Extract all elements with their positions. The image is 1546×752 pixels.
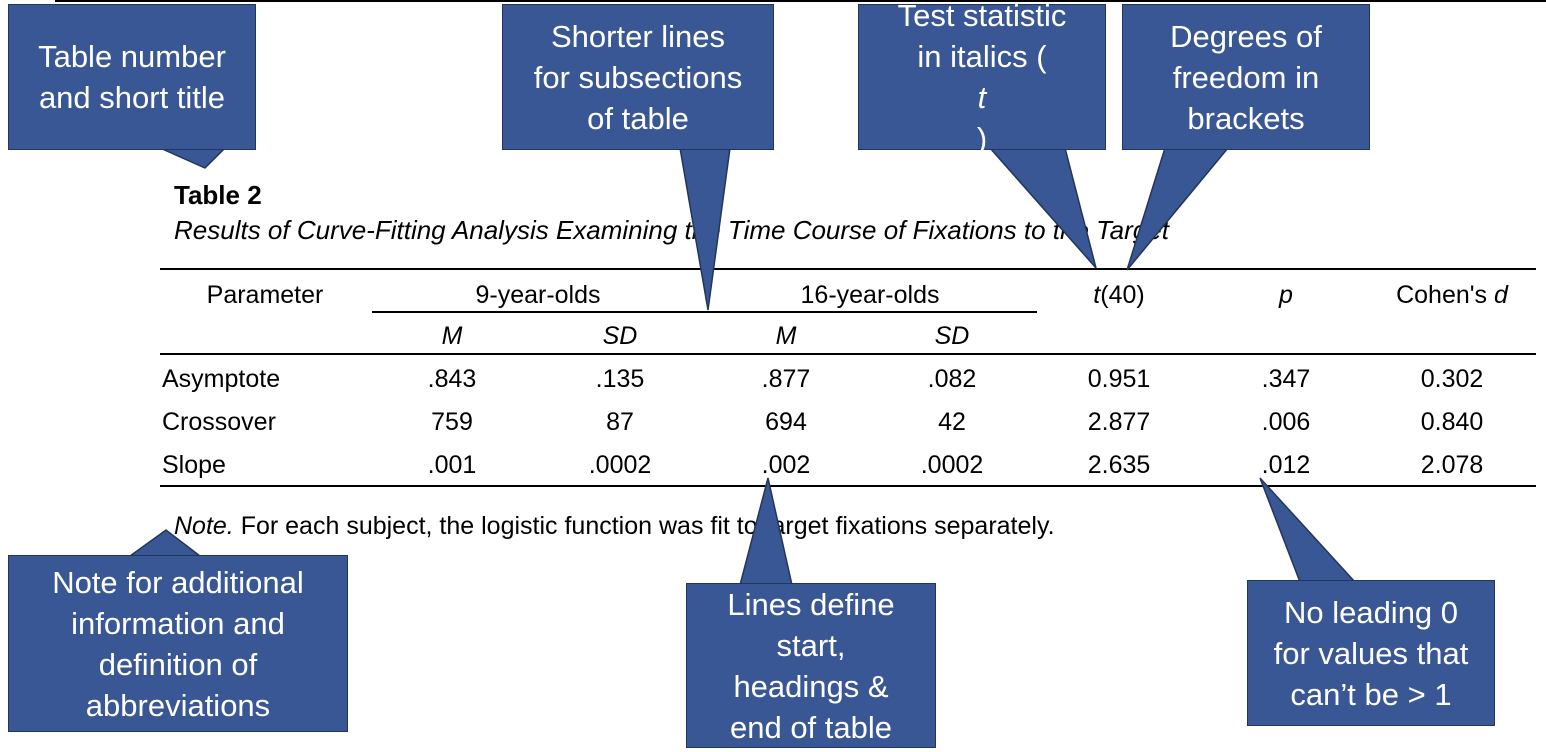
cell-asymptote-d: 0.302 (1420, 365, 1484, 393)
callout-text: No leading 0 (1283, 594, 1459, 630)
callout-text: Test statistic (897, 0, 1067, 33)
callout-shorter-lines: Shorter lines for subsections of table (502, 4, 774, 150)
table-note: Note. For each subject, the logistic fun… (174, 512, 1055, 541)
callout-text-part: ) (976, 121, 988, 156)
callout-text: headings & (733, 668, 889, 704)
callout-text: of table (587, 100, 689, 136)
cell-crossover-sd1: 87 (606, 408, 634, 436)
table-bottom-rule (160, 485, 1536, 487)
header-sd-9: SD (602, 322, 638, 350)
cell-asymptote-m2: .877 (761, 365, 811, 393)
callout-text: Note for additional (52, 564, 304, 600)
callout-text-italic: t (977, 80, 987, 115)
callout-text: Table number (38, 39, 226, 74)
pointer-test-statistic (988, 147, 1097, 269)
cell-crossover-m2: 694 (765, 408, 807, 436)
pointer-shorter-lines (679, 147, 731, 311)
cell-asymptote-t: 0.951 (1087, 365, 1151, 393)
spanner-rule (372, 311, 1037, 313)
header-p: p (1279, 281, 1293, 309)
cell-slope-t: 2.635 (1087, 451, 1151, 479)
row-name-slope: Slope (162, 451, 226, 479)
cell-slope-p: .012 (1261, 451, 1311, 479)
callout-text: abbreviations (85, 687, 271, 723)
callout-text: brackets (1187, 100, 1305, 136)
cell-crossover-d: 0.840 (1420, 408, 1484, 436)
cell-slope-d: 2.078 (1420, 451, 1484, 479)
callout-text: start, (776, 627, 846, 663)
cell-slope-m2: .002 (761, 451, 811, 479)
cell-asymptote-sd2: .082 (927, 365, 977, 393)
callout-text: and short title (38, 80, 226, 115)
callout-text: definition of (98, 646, 258, 682)
cell-crossover-p: .006 (1261, 408, 1311, 436)
callout-text: Shorter lines (550, 18, 726, 54)
cell-asymptote-m1: .843 (427, 365, 477, 393)
top-border-line (55, 0, 1546, 2)
header-parameter: Parameter (206, 281, 324, 309)
callout-text: can’t be > 1 (1290, 676, 1452, 712)
header-sd-16: SD (934, 322, 970, 350)
pointer-lines-define (739, 477, 793, 586)
callout-text: freedom in (1172, 59, 1320, 95)
callout-text-part: in italics ( (917, 39, 1047, 74)
cell-asymptote-sd1: .135 (595, 365, 645, 393)
table-number: Table 2 (174, 180, 262, 210)
callout-text: Degrees of (1170, 18, 1322, 54)
header-m-16: M (775, 322, 797, 350)
callout-text: Lines define (727, 586, 895, 622)
header-d-symbol: d (1493, 281, 1508, 309)
header-t-df: (40) (1100, 281, 1145, 309)
callout-text: information and (71, 605, 285, 641)
header-16-year-olds: 16-year-olds (800, 281, 940, 309)
callout-table-number: Table number and short title (8, 4, 256, 150)
pointer-note (127, 529, 203, 557)
table-top-rule (160, 268, 1536, 270)
cell-crossover-sd2: 42 (938, 408, 966, 436)
header-t-symbol: t (1093, 281, 1101, 309)
callout-note-info: Note for additional information and defini… (8, 555, 348, 732)
callout-text: end of table (729, 709, 893, 745)
row-name-crossover: Crossover (162, 408, 276, 436)
header-t-statistic: t(40) (1093, 281, 1144, 310)
header-cohens-label: Cohen's (1396, 281, 1494, 309)
heading-bottom-rule (160, 353, 1536, 355)
header-9-year-olds: 9-year-olds (475, 281, 601, 309)
callout-text: for values that (1273, 635, 1469, 671)
pointer-degrees-freedom (1126, 147, 1230, 271)
row-name-asymptote: Asymptote (162, 365, 281, 393)
callout-degrees-freedom: Degrees of freedom in brackets (1122, 4, 1370, 150)
cell-slope-m1: .001 (427, 451, 477, 479)
note-label: Note. (174, 512, 234, 540)
callout-text: in italics ( t) (898, 36, 1067, 159)
callout-test-statistic: Test statistic in italics ( t) (858, 0, 1106, 156)
note-text: For each subject, the logistic function … (233, 512, 1055, 540)
callout-text: for subsections (533, 59, 743, 95)
callout-leading-zero: No leading 0 for values that can’t be > 1 (1247, 580, 1495, 726)
table-title: Results of Curve-Fitting Analysis Examin… (174, 215, 1169, 245)
cell-slope-sd2: .0002 (920, 451, 984, 479)
header-m-9: M (441, 322, 463, 350)
pointer-leading-zero (1259, 477, 1357, 583)
cell-crossover-t: 2.877 (1087, 408, 1151, 436)
callout-lines-define: Lines define start, headings & end of table (686, 583, 936, 748)
cell-crossover-m1: 759 (431, 408, 473, 436)
header-cohens-d: Cohen's d (1396, 281, 1508, 310)
pointer-table-number (159, 147, 227, 169)
cell-asymptote-p: .347 (1261, 365, 1311, 393)
cell-slope-sd1: .0002 (588, 451, 652, 479)
